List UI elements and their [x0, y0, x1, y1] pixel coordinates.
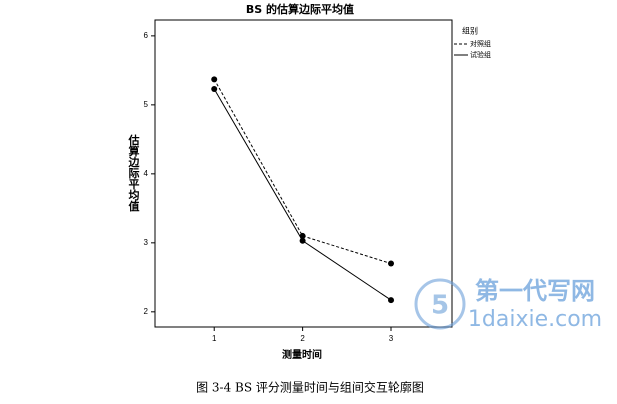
y-tick-label: 5	[144, 100, 149, 109]
x-tick-label: 3	[389, 334, 394, 343]
data-point	[388, 260, 395, 267]
chart-title: BS 的估算边际平均值	[246, 2, 354, 16]
watermark-logo: 5	[414, 278, 466, 330]
y-axis-label: 估算边际平均值	[127, 133, 141, 212]
legend-label: 对照组	[470, 39, 491, 48]
y-tick-label: 2	[144, 307, 149, 316]
y-tick-label: 3	[144, 238, 149, 247]
data-point	[211, 76, 218, 83]
series-line	[213, 88, 392, 301]
plot-frame	[154, 19, 453, 328]
watermark: 第一代写网	[475, 277, 595, 305]
x-axis-label: 测量时间	[282, 348, 322, 361]
series-line	[213, 79, 392, 265]
caption: 图 3-4 BS 评分测量时间与组间交互轮廓图	[196, 380, 424, 395]
y-tick-label: 6	[144, 31, 149, 40]
svg-text:5: 5	[431, 291, 449, 321]
legend-title: 组别	[462, 26, 478, 36]
x-tick-label: 2	[300, 334, 305, 343]
data-point	[299, 237, 306, 244]
data-point	[211, 85, 218, 92]
y-tick-label: 4	[144, 169, 149, 178]
legend-label: 试验组	[470, 50, 491, 59]
data-point	[388, 297, 395, 304]
x-tick-label: 1	[212, 334, 217, 343]
watermark: 1daixie.com	[468, 307, 602, 332]
